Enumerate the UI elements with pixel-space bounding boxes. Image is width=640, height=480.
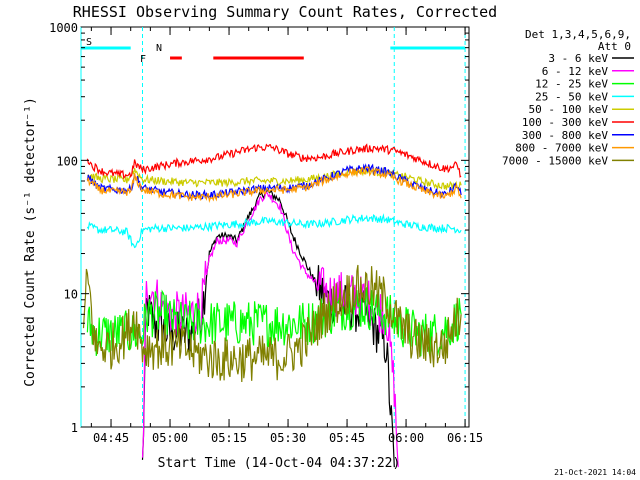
y-axis-label: Corrected Count Rate (s⁻¹ detector⁻¹) bbox=[23, 97, 38, 387]
legend-label: 300 - 800 keV bbox=[522, 129, 608, 142]
x-tick-label: 05:00 bbox=[152, 431, 188, 445]
legend-label: 12 - 25 keV bbox=[535, 78, 608, 91]
footer-timestamp: 21-Oct-2021 14:04 bbox=[554, 468, 636, 477]
series-line bbox=[86, 143, 462, 180]
legend-label: 3 - 6 keV bbox=[548, 52, 608, 65]
y-tick-label: 1000 bbox=[49, 21, 78, 35]
y-axis: 1 10 100 1000 bbox=[49, 21, 469, 435]
legend-label: 7000 - 15000 keV bbox=[502, 154, 608, 167]
flag-label: S bbox=[86, 37, 92, 48]
series-line bbox=[86, 213, 462, 249]
x-tick-label: 05:45 bbox=[329, 431, 365, 445]
flag-layer: S NF bbox=[81, 37, 466, 65]
series-line bbox=[82, 264, 462, 383]
legend-label: 100 - 300 keV bbox=[522, 116, 608, 129]
x-tick-label: 05:15 bbox=[211, 431, 247, 445]
legend-label: 6 - 12 keV bbox=[542, 65, 609, 78]
legend-header: Att 0 bbox=[598, 40, 631, 53]
series-line bbox=[86, 163, 462, 201]
chart-title: RHESSI Observing Summary Count Rates, Co… bbox=[73, 3, 497, 21]
series-layer bbox=[82, 143, 462, 468]
x-tick-label: 04:45 bbox=[93, 431, 129, 445]
flag-label: F bbox=[140, 54, 146, 65]
legend-label: 800 - 7000 keV bbox=[515, 142, 608, 155]
x-axis: 04:45 05:00 05:15 05:30 05:45 06:00 06:15 bbox=[90, 27, 483, 445]
flag-label: N bbox=[156, 43, 162, 54]
series-line bbox=[86, 166, 462, 203]
x-axis-label: Start Time (14-Oct-04 04:37:22) bbox=[158, 456, 401, 471]
y-tick-label: 10 bbox=[64, 288, 78, 302]
y-tick-label: 1 bbox=[71, 421, 78, 435]
x-tick-label: 06:15 bbox=[447, 431, 483, 445]
x-tick-label: 06:00 bbox=[388, 431, 424, 445]
legend-header: Det 1,3,4,5,6,9, bbox=[525, 28, 631, 41]
legend-label: 50 - 100 keV bbox=[529, 103, 609, 116]
legend-label: 25 - 50 keV bbox=[535, 90, 608, 103]
x-tick-label: 05:30 bbox=[270, 431, 306, 445]
y-tick-label: 100 bbox=[56, 154, 78, 168]
night-lines bbox=[80, 27, 466, 427]
